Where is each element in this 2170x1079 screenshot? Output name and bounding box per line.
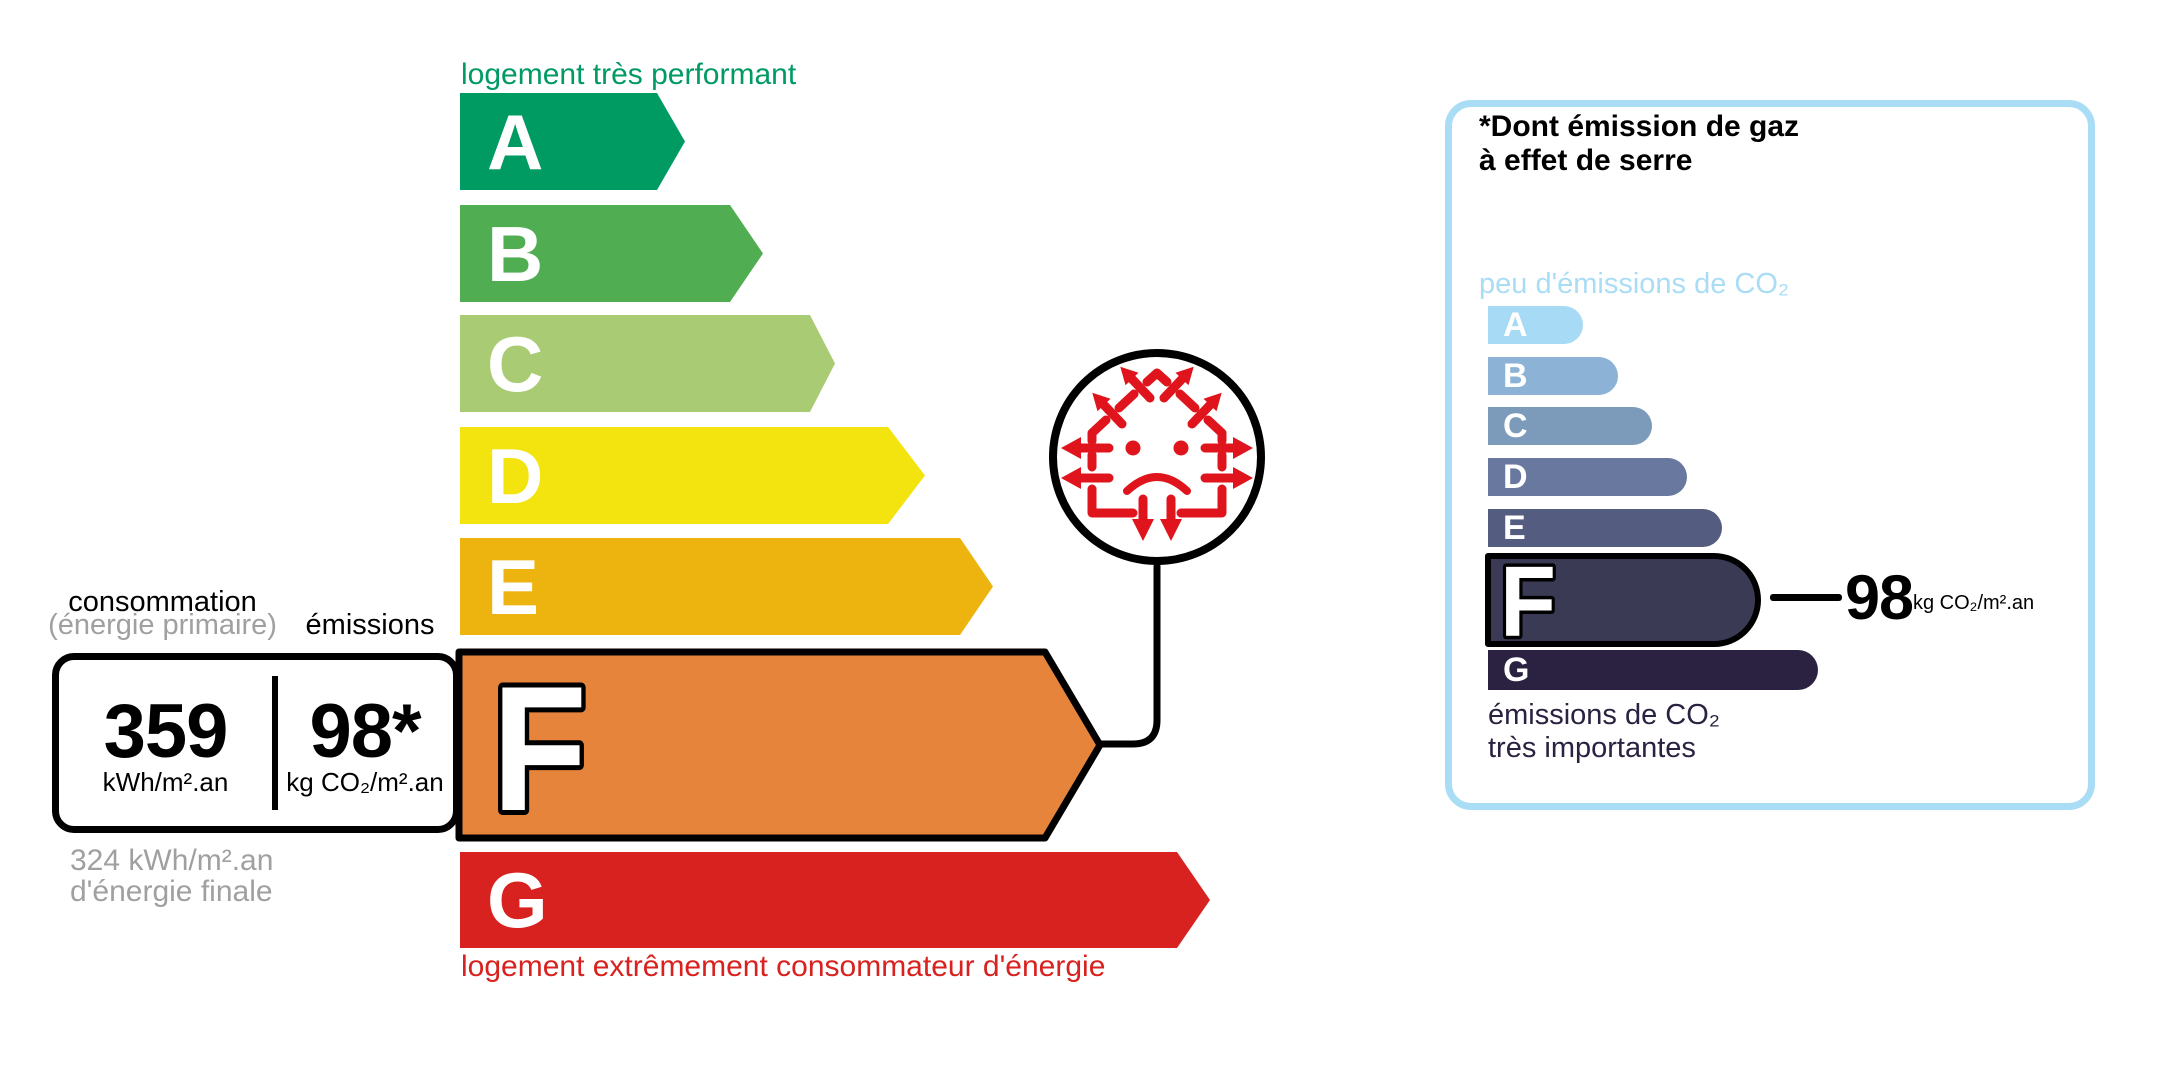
final-energy-line1: 324 kWh/m².an	[70, 844, 274, 877]
bottom-performance-label: logement extrêmement consommateur d'éner…	[461, 950, 1106, 983]
co2-panel-title-line2: à effet de serre	[1479, 144, 1693, 177]
co2-panel-value-unit: kg CO₂/m².an	[1913, 592, 2035, 614]
high-co2-label-line2: très importantes	[1488, 732, 1696, 764]
consumption-value-box: 359 kWh/m².an 98* kg CO₂/m².an	[52, 653, 460, 833]
energy-bar-d-letter: D	[487, 431, 544, 520]
co2-value-pointer-line	[1770, 594, 1842, 601]
co2-bar-e: E	[1488, 509, 1722, 547]
co2-bar-e-letter: E	[1503, 509, 1526, 547]
value-box-divider	[272, 676, 278, 810]
co2-unit: kg CO₂/m².an	[286, 767, 444, 797]
energy-bar-f-letter: F	[492, 649, 587, 842]
heat-loss-arrow-shafts	[1076, 374, 1238, 526]
low-co2-label: peu d'émissions de CO₂	[1479, 268, 1790, 300]
sad-house-outline	[1076, 368, 1238, 526]
energy-bar-e: E	[460, 538, 993, 635]
co2-bar-d-letter: D	[1503, 458, 1528, 496]
energy-bar-a: A	[460, 93, 685, 190]
energy-bar-c: C	[460, 315, 835, 412]
co2-value-cell: 98* kg CO₂/m².an	[278, 660, 452, 826]
energy-bar-f-highlighted: F	[455, 648, 1104, 842]
co2-bar-f-shape	[1485, 553, 1761, 647]
co2-panel-title-line1: *Dont émission de gaz	[1479, 110, 1800, 143]
co2-bar-d: D	[1488, 458, 1687, 496]
consumption-header: consommation	[68, 586, 257, 618]
co2-panel-title: *Dont émission de gaz à effet de serre	[1479, 110, 1799, 178]
co2-emissions-panel	[1445, 100, 2095, 810]
energy-bar-g-letter: G	[487, 856, 548, 944]
co2-value: 98*	[309, 689, 421, 774]
energy-bar-b-letter: B	[487, 209, 544, 298]
primary-energy-subheader: (énergie primaire)	[48, 609, 277, 641]
high-co2-label: émissions de CO₂ très importantes	[1488, 699, 1720, 765]
sad-mouth	[1123, 473, 1191, 495]
energy-bar-b: B	[460, 205, 763, 302]
energy-bar-a-letter: A	[487, 97, 544, 186]
heat-loss-arrow-heads	[1061, 366, 1253, 541]
energy-bar-e-letter: E	[487, 542, 540, 631]
co2-panel-value: 98	[1845, 563, 1914, 633]
co2-bar-c: C	[1488, 407, 1652, 445]
co2-bar-g-letter: G	[1503, 651, 1530, 689]
sad-house-icon	[1061, 366, 1253, 541]
energy-value-cell: 359 kWh/m².an	[59, 660, 272, 826]
co2-bar-b: B	[1488, 357, 1618, 395]
energy-bar-g: G	[460, 852, 1210, 948]
energy-bar-d: D	[460, 427, 925, 524]
co2-bar-c-letter: C	[1503, 407, 1528, 445]
co2-bar-g: G	[1488, 650, 1818, 690]
co2-bar-b-letter: B	[1503, 357, 1528, 395]
co2-bar-a-letter: A	[1503, 306, 1528, 344]
high-co2-label-line1: émissions de CO₂	[1488, 699, 1721, 731]
co2-bar-f-highlighted: F	[1485, 552, 1761, 652]
co2-bar-f-letter: F	[1500, 552, 1556, 652]
energy-value: 359	[103, 689, 229, 774]
indicator-circle	[1049, 349, 1265, 565]
sad-house-indicator	[1049, 349, 1265, 748]
right-eye	[1173, 440, 1189, 456]
energy-bar-c-letter: C	[487, 319, 544, 408]
energy-unit: kWh/m².an	[102, 767, 229, 797]
co2-bar-a: A	[1488, 306, 1583, 344]
final-energy-line2: d'énergie finale	[70, 875, 273, 908]
emissions-header: émissions	[305, 609, 435, 641]
final-energy-footnote: 324 kWh/m².an d'énergie finale	[70, 845, 273, 907]
left-eye	[1125, 440, 1141, 456]
top-performance-label: logement très performant	[461, 58, 797, 91]
indicator-connector-line	[1096, 562, 1161, 748]
